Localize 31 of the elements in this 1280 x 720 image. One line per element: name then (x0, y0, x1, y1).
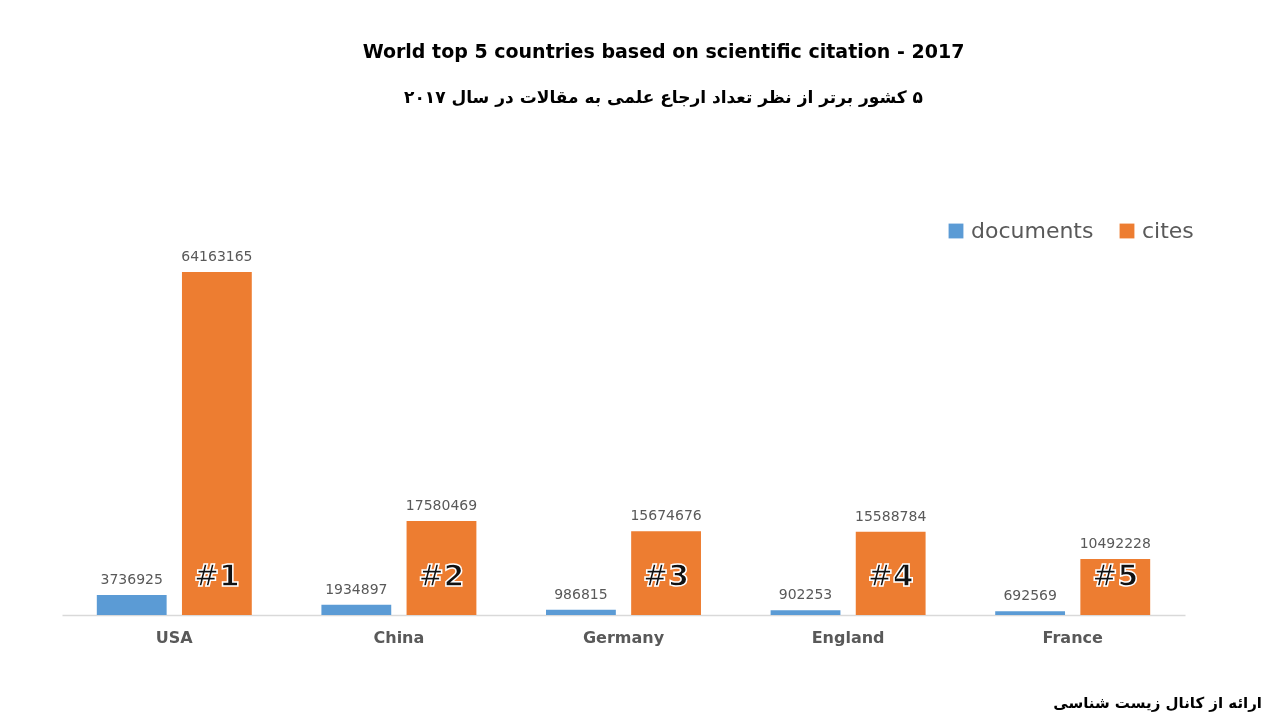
annotation: #1 (193, 558, 240, 593)
bar (321, 604, 392, 615)
data-label: 1934897 (325, 580, 388, 597)
annotation: #3 (643, 558, 690, 593)
x-tick-label: China (373, 627, 425, 647)
legend-label: documents (971, 218, 1094, 243)
data-label: 15674676 (630, 507, 702, 524)
chart-title: World top 5 countries based on scientific citation - 2017 (362, 40, 965, 62)
data-label: 17580469 (405, 497, 478, 514)
bar (181, 272, 252, 615)
bar (995, 611, 1066, 615)
data-label: 692569 (1003, 587, 1057, 604)
text: ارائه از کانال زیست شناسی (1053, 694, 1262, 712)
bar (770, 610, 841, 615)
legend-label: cites (1142, 218, 1194, 243)
x-tick-label: France (1042, 627, 1103, 647)
data-label: 986815 (554, 585, 608, 602)
x-tick-label: England (811, 627, 885, 647)
chart-subtitle: ۵ کشور برتر از نظر تعداد ارجاع علمی به مقالات در سال ۲۰۱۷ (404, 87, 923, 108)
annotation: #5 (1092, 558, 1139, 593)
bar (546, 609, 616, 615)
bar (96, 595, 167, 615)
annotation: #2 (418, 558, 465, 593)
data-label: 15588784 (855, 507, 927, 524)
x-tick-label: USA (155, 627, 194, 647)
data-label: 64163165 (181, 248, 253, 264)
annotation: #4 (867, 558, 914, 593)
data-label: 10492228 (1079, 534, 1151, 551)
data-label: 3736925 (100, 571, 163, 588)
x-tick-label: Germany (582, 627, 665, 647)
data-label: 902253 (778, 586, 833, 603)
